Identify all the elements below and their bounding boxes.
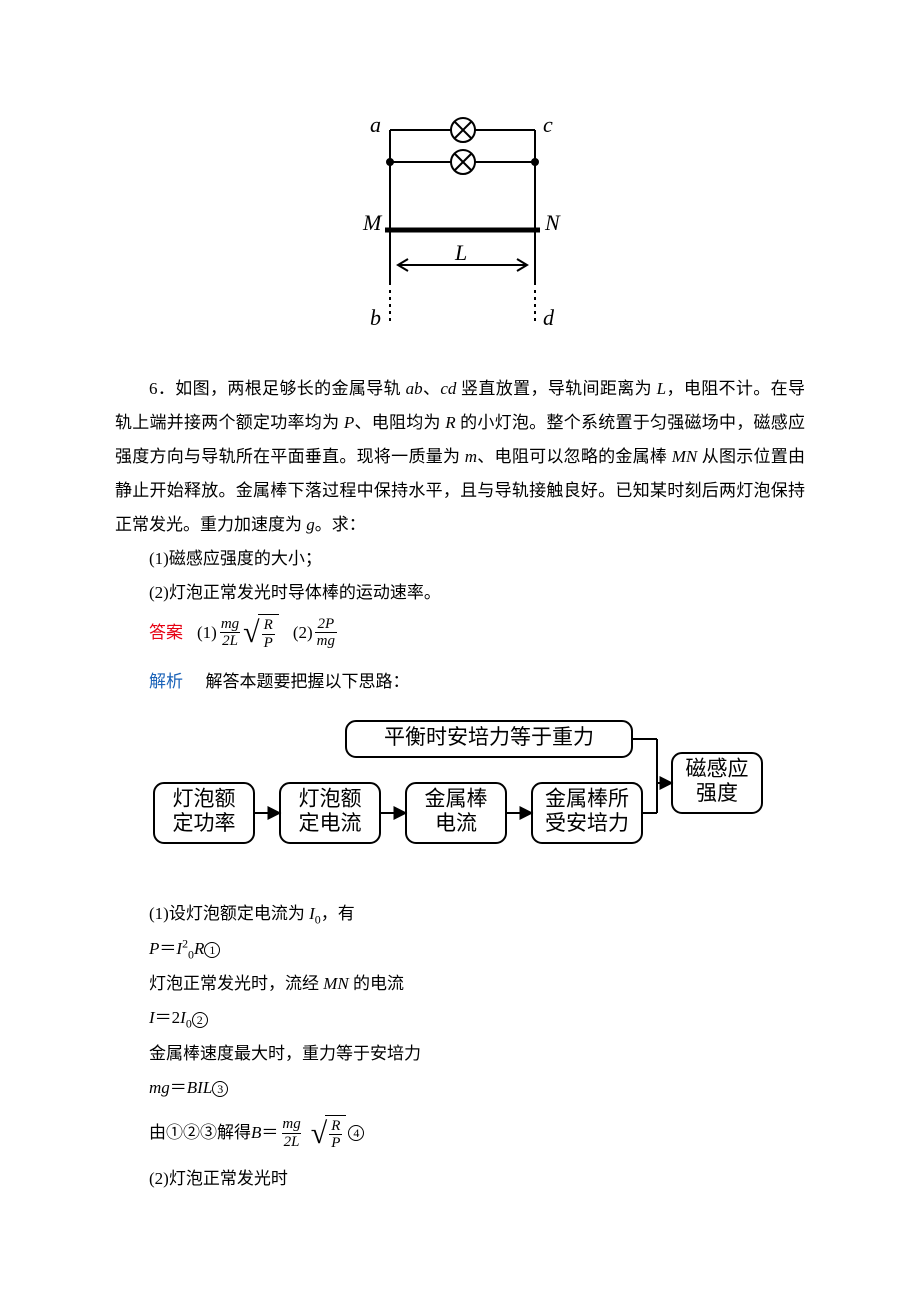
label-M: M [362, 210, 383, 235]
sol-eq-4: 由①②③解得 B ＝ mg 2L √ R P 4 [115, 1115, 805, 1152]
label-b: b [370, 305, 381, 330]
circuit-figure: a c M N L b d [115, 100, 805, 352]
svg-text:金属棒所: 金属棒所 [545, 787, 629, 811]
sol-line-2: 灯泡正常发光时，流经 MN 的电流 [115, 967, 805, 1001]
question-2: (2)灯泡正常发光时导体棒的运动速率。 [115, 576, 805, 610]
svg-text:强度: 强度 [696, 781, 738, 805]
sol-line-3: 金属棒速度最大时，重力等于安培力 [115, 1037, 805, 1071]
answer-sqrt-1: √ R P [243, 614, 279, 651]
sol-line-5: (2)灯泡正常发光时 [115, 1162, 805, 1196]
answer-frac-2: 2P mg [315, 616, 337, 650]
explain-label: 解析 [149, 672, 183, 691]
svg-text:定电流: 定电流 [299, 811, 362, 835]
label-c: c [543, 112, 553, 137]
label-L: L [454, 240, 467, 265]
explain-row: 解析 解答本题要把握以下思路： [115, 665, 805, 699]
svg-text:灯泡额: 灯泡额 [299, 787, 362, 811]
sol-eq-3: mg＝BIL3 [115, 1071, 805, 1105]
answer-row: 答案 (1) mg 2L √ R P (2) 2P mg [115, 614, 805, 651]
svg-text:受安培力: 受安培力 [545, 811, 629, 835]
svg-text:平衡时安培力等于重力: 平衡时安培力等于重力 [384, 725, 594, 749]
answer-label: 答案 [149, 616, 183, 650]
problem-number: 6． [149, 379, 175, 398]
question-1: (1)磁感应强度的大小； [115, 542, 805, 576]
problem-text: 6．如图，两根足够长的金属导轨 ab、cd 竖直放置，导轨间距离为 L，电阻不计… [115, 372, 805, 542]
sol-line-1: (1)设灯泡额定电流为 I0，有 [115, 897, 805, 932]
label-a: a [370, 112, 381, 137]
answer-frac-1: mg 2L [219, 616, 241, 650]
circled-2: 2 [192, 1012, 208, 1028]
flowchart-figure: 灯泡额定功率灯泡额定电流金属棒电流金属棒所受安培力平衡时安培力等于重力磁感应强度 [115, 717, 805, 869]
sol-eq-1: P＝I20R1 [115, 932, 805, 967]
circled-1: 1 [204, 942, 220, 958]
label-N: N [544, 210, 561, 235]
circled-3: 3 [212, 1081, 228, 1097]
svg-text:灯泡额: 灯泡额 [173, 787, 236, 811]
svg-text:定功率: 定功率 [173, 811, 236, 835]
svg-text:金属棒: 金属棒 [425, 787, 488, 811]
circled-4: 4 [348, 1125, 364, 1141]
sol-eq-2: I＝2I02 [115, 1001, 805, 1036]
label-d: d [543, 305, 555, 330]
svg-text:电流: 电流 [435, 811, 477, 835]
svg-text:磁感应: 磁感应 [686, 757, 749, 781]
